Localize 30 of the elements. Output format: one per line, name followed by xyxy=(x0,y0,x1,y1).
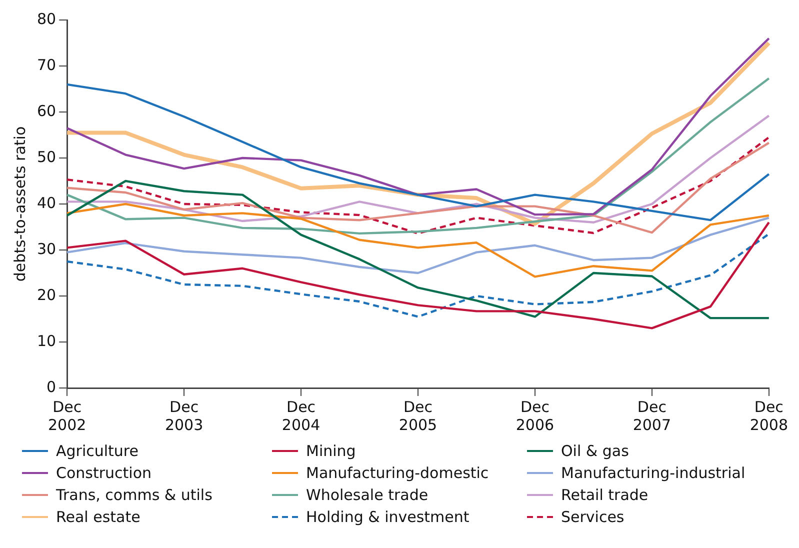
y-tick-label: 10 xyxy=(36,332,56,350)
y-tick-label: 80 xyxy=(36,10,56,28)
legend-label: Holding & investment xyxy=(306,508,470,526)
y-tick-label: 20 xyxy=(36,286,56,304)
x-tick-label: Dec 2006 xyxy=(516,398,554,434)
legend-label: Oil & gas xyxy=(561,442,629,460)
y-tick-label: 50 xyxy=(36,148,56,166)
y-tick-label: 40 xyxy=(36,194,56,212)
legend-label: Mining xyxy=(306,442,356,460)
line-series xyxy=(66,232,770,318)
legend-label: Manufacturing-industrial xyxy=(561,464,746,482)
x-tick-label: Dec 2007 xyxy=(632,398,672,434)
y-tick-label: 0 xyxy=(46,378,56,396)
y-tick-label: 30 xyxy=(36,240,56,258)
y-axis-title: debts-to-assets ratio xyxy=(10,126,29,282)
y-tick-label: 60 xyxy=(36,102,56,120)
y-tick-label: 70 xyxy=(36,56,56,74)
x-tick-label: Dec 2008 xyxy=(750,398,788,434)
legend-label: Services xyxy=(561,508,624,526)
legend-label: Retail trade xyxy=(561,486,648,504)
legend-label: Trans, comms & utils xyxy=(56,486,212,504)
legend-label: Manufacturing-domestic xyxy=(306,464,489,482)
x-tick-label: Dec 2005 xyxy=(398,398,438,434)
x-tick-label: Dec 2003 xyxy=(164,398,204,434)
legend-label: Real estate xyxy=(56,508,140,526)
legend-label: Construction xyxy=(56,464,152,482)
legend-label: Wholesale trade xyxy=(306,486,428,504)
legend-label: Agriculture xyxy=(56,442,138,460)
x-tick-label: Dec 2004 xyxy=(282,398,320,434)
x-tick-label: Dec 2002 xyxy=(48,398,86,434)
